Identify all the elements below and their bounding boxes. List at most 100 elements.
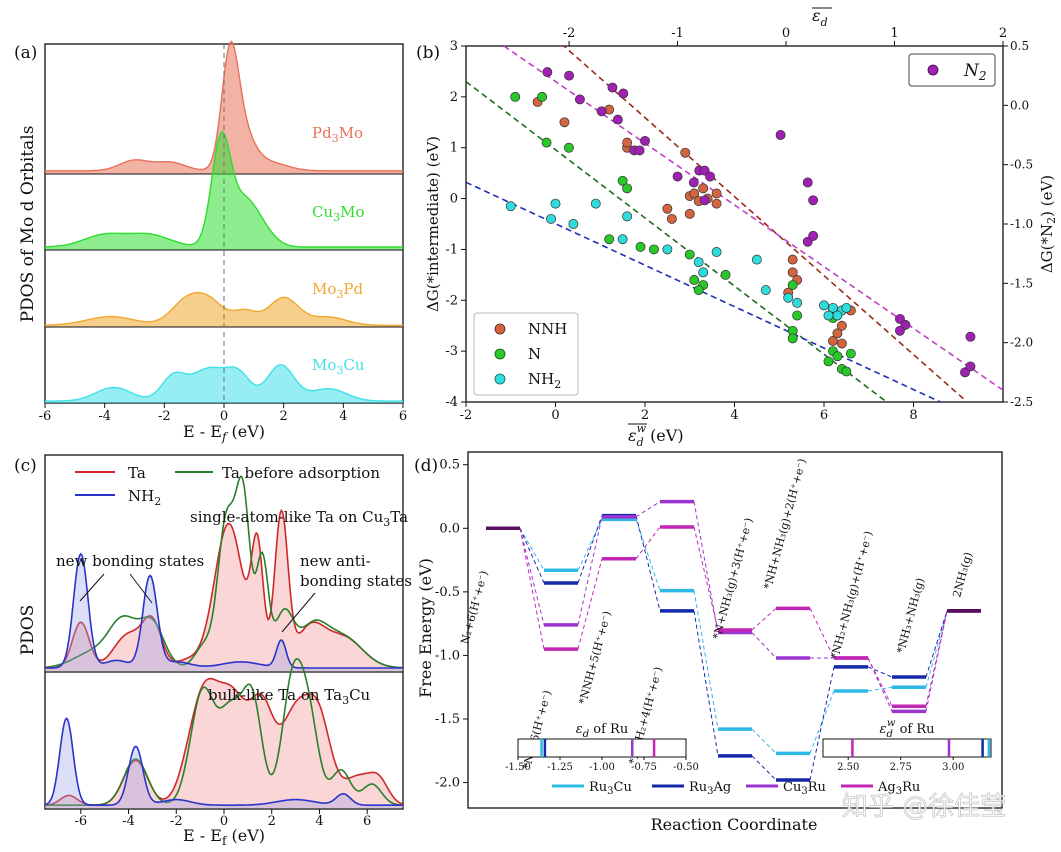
xtick-top-label: -2 <box>563 26 576 41</box>
panel-d-free-energy: (d) Free Energy (eV) 0.5 0.0 -0.5 -1.0 -1.5 -… <box>414 451 1003 834</box>
panel-c-ylabel: PDOS <box>18 605 38 656</box>
point-nnh <box>698 183 709 194</box>
point-n2 <box>640 135 650 146</box>
xtick-label: -4 <box>122 814 135 829</box>
xtick-label: -2 <box>170 814 183 829</box>
point-nnh <box>622 137 633 148</box>
point-nnh <box>666 213 677 224</box>
ytick-right-label: -1.5 <box>1010 276 1033 290</box>
point-n2 <box>965 331 976 342</box>
panel-c-xticks: -6 -4 -2 0 2 4 6 <box>74 809 371 829</box>
legend-label-nh2: NH2 <box>528 370 561 391</box>
point-nh2 <box>711 247 722 257</box>
point-nh2 <box>783 292 794 303</box>
inset-title-sup: w <box>887 718 896 729</box>
xtick-label: 6 <box>399 409 407 424</box>
fit-line-nnh <box>562 46 968 402</box>
point-n <box>510 91 521 102</box>
connector-ru3ag <box>519 528 545 584</box>
step-label: 2NH₃(g) <box>950 551 975 599</box>
connector-ag3ru <box>809 608 835 659</box>
connector-ru3ag <box>635 515 661 612</box>
point-nh2 <box>693 257 704 268</box>
arrow-antibonding <box>281 592 316 633</box>
inset-title-rest: of Ru <box>589 722 628 737</box>
point-n2 <box>775 130 786 140</box>
annotation-bulk-ta: bulk-like Ta on Ta3Cu <box>208 686 371 707</box>
connector-ag3ru <box>867 657 893 707</box>
point-nh2 <box>617 234 628 245</box>
point-nnh <box>787 254 798 265</box>
panel-b-points <box>505 67 976 378</box>
ytick-left-label: -1 <box>445 242 458 257</box>
inset-edw-of-ru: 2.50 2.75 3.00 εdw of Ru <box>822 718 992 773</box>
point-n <box>537 91 548 102</box>
point-n <box>684 249 695 260</box>
xtick-label: -6 <box>74 814 87 829</box>
point-n2 <box>802 177 813 188</box>
connector-ru3ag <box>867 666 893 678</box>
connector-ru3cu <box>925 610 948 688</box>
point-nnh <box>836 320 847 331</box>
curve-label-pd3mo: Pd3Mo <box>312 124 363 145</box>
point-n <box>787 280 798 290</box>
ytick-label: 0.0 <box>439 521 460 536</box>
point-n2 <box>688 177 699 188</box>
label-sub: 3 <box>333 211 340 224</box>
ytick-label: -1.0 <box>435 648 460 663</box>
panel-b-xlabel-bottom: εdw (eV) <box>628 422 684 449</box>
xtick-label: -4 <box>98 409 111 424</box>
xtick-top-label: 1 <box>890 26 898 41</box>
connector-cu3ru <box>635 501 661 518</box>
legend-part: Ru <box>902 780 920 795</box>
connector-ru3cu <box>867 686 893 692</box>
ytick-left-label: 0 <box>450 192 458 207</box>
xtick-bottom-label: 8 <box>909 408 917 423</box>
legend-label-ru3ag: Ru3Ag <box>689 780 731 797</box>
annotation-new-anti-2: bonding states <box>300 572 412 590</box>
legend-sub: 3 <box>607 786 613 797</box>
connector-ru3ag <box>577 515 603 584</box>
point-n <box>823 356 834 367</box>
point-nnh <box>711 188 722 199</box>
inset-tick-label: -1.50 <box>505 762 531 773</box>
inset-ed-of-ru: -1.50 -1.25 -1.00 -0.75 -0.50 εd of Ru <box>505 722 699 773</box>
connector-cu3ru <box>925 610 948 712</box>
xtick-bottom-label: -2 <box>460 408 473 423</box>
inset-title: εd of Ru <box>576 722 628 740</box>
connector-ru3cu <box>751 728 777 754</box>
point-n2 <box>634 145 645 156</box>
ytick-right-label: -1.0 <box>1010 217 1033 231</box>
inset-frame <box>517 738 687 758</box>
bottom-fill-nh2 <box>45 718 403 808</box>
legend-label-n2: N2 <box>963 61 987 83</box>
inset-tick-label: 2.75 <box>890 762 912 773</box>
xtick-label: 6 <box>363 814 371 829</box>
xtick-bottom-label: 6 <box>820 408 828 423</box>
point-n <box>720 269 731 280</box>
panel-b-ylabel: ΔG(*intermediate) (eV) <box>424 136 442 312</box>
ytick-left-label: -4 <box>445 395 458 410</box>
xtick-label: 2 <box>268 814 276 829</box>
legend-label-ta-before: Ta before adsorption <box>222 464 380 482</box>
point-n2 <box>574 94 585 105</box>
xtick-bottom-label: 4 <box>730 408 738 423</box>
top-curve-ta <box>45 508 403 669</box>
legend-part: Ag <box>877 780 896 795</box>
point-nh2 <box>828 302 838 313</box>
step-label: N₂+6(H⁺+e⁻) <box>458 569 490 646</box>
panel-b-label: (b) <box>416 43 440 63</box>
panel-d-frame <box>467 451 1003 809</box>
point-n <box>689 274 700 285</box>
legend-label-nh2: NH2 <box>128 487 161 508</box>
ytick-left-label: 3 <box>450 39 458 54</box>
arrow-bonding-1 <box>79 573 105 602</box>
point-nh2 <box>590 198 601 209</box>
curve-label-cu3mo: Cu3Mo <box>312 203 365 224</box>
connector-ag3ru <box>519 528 545 650</box>
point-n <box>841 366 852 377</box>
point-nh2 <box>841 302 852 313</box>
xtick-label: 0 <box>220 409 228 424</box>
legend-label-n: N <box>528 345 541 363</box>
xtick-top-label: -1 <box>671 26 684 41</box>
